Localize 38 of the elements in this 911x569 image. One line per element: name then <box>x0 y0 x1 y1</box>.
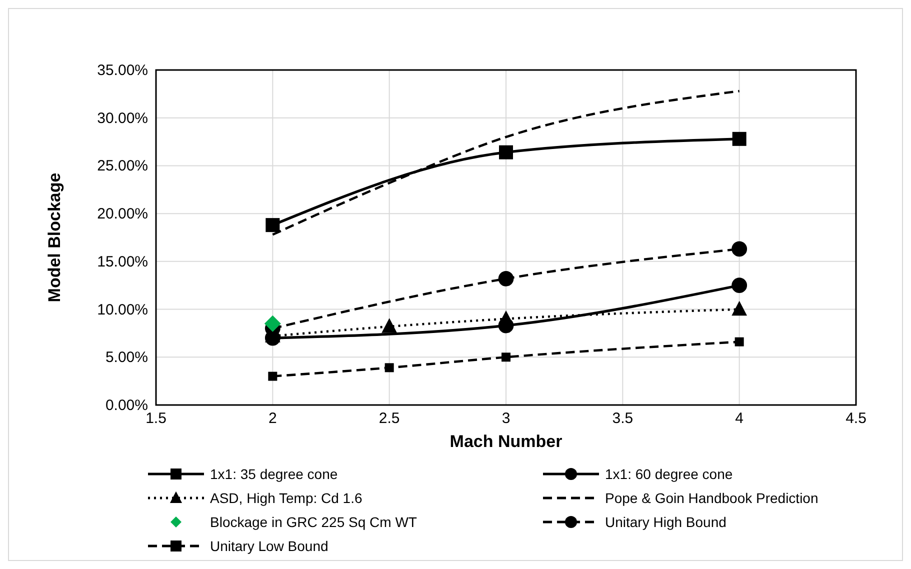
point <box>384 363 394 372</box>
legend-label: 1x1: 35 degree cone <box>210 466 338 482</box>
x-tick-label: 4.5 <box>846 410 866 427</box>
legend-label: Unitary High Bound <box>605 514 726 530</box>
y-tick-label: 0.00% <box>105 397 148 414</box>
x-tick-label: 4 <box>735 410 744 427</box>
point <box>732 241 748 257</box>
y-tick-label: 5.00% <box>105 349 148 366</box>
point <box>502 352 510 362</box>
point <box>732 300 748 316</box>
legend-label: ASD, High Temp: Cd 1.6 <box>210 490 362 506</box>
legend-label: Pope & Goin Handbook Prediction <box>605 490 818 506</box>
point <box>264 315 281 332</box>
point <box>734 337 744 346</box>
point <box>732 132 746 146</box>
y-tick-label: 35.00% <box>97 62 148 79</box>
y-tick-label: 25.00% <box>97 158 148 175</box>
point <box>266 218 280 232</box>
y-tick-label: 10.00% <box>97 301 148 318</box>
x-tick-label: 2 <box>268 410 277 427</box>
y-tick-label: 15.00% <box>97 253 148 270</box>
x-tick-label: 2.5 <box>378 410 400 427</box>
point <box>732 278 748 294</box>
point <box>498 318 514 334</box>
y-tick-label: 20.00% <box>97 206 148 223</box>
y-axis-title: Model Blockage <box>45 172 64 302</box>
legend-label: Unitary Low Bound <box>210 538 328 554</box>
legend-label: 1x1: 60 degree cone <box>605 466 733 482</box>
x-tick-label: 1.5 <box>146 410 166 427</box>
point <box>498 270 514 286</box>
legend-label: Blockage in GRC 225 Sq Cm WT <box>210 514 418 530</box>
point <box>268 372 278 381</box>
x-tick-label: 3 <box>502 410 510 427</box>
point <box>382 318 398 333</box>
y-tick-label: 30.00% <box>97 110 148 127</box>
x-tick-label: 3.5 <box>612 410 634 427</box>
x-axis-title: Mach Number <box>450 432 563 451</box>
point <box>499 145 513 160</box>
